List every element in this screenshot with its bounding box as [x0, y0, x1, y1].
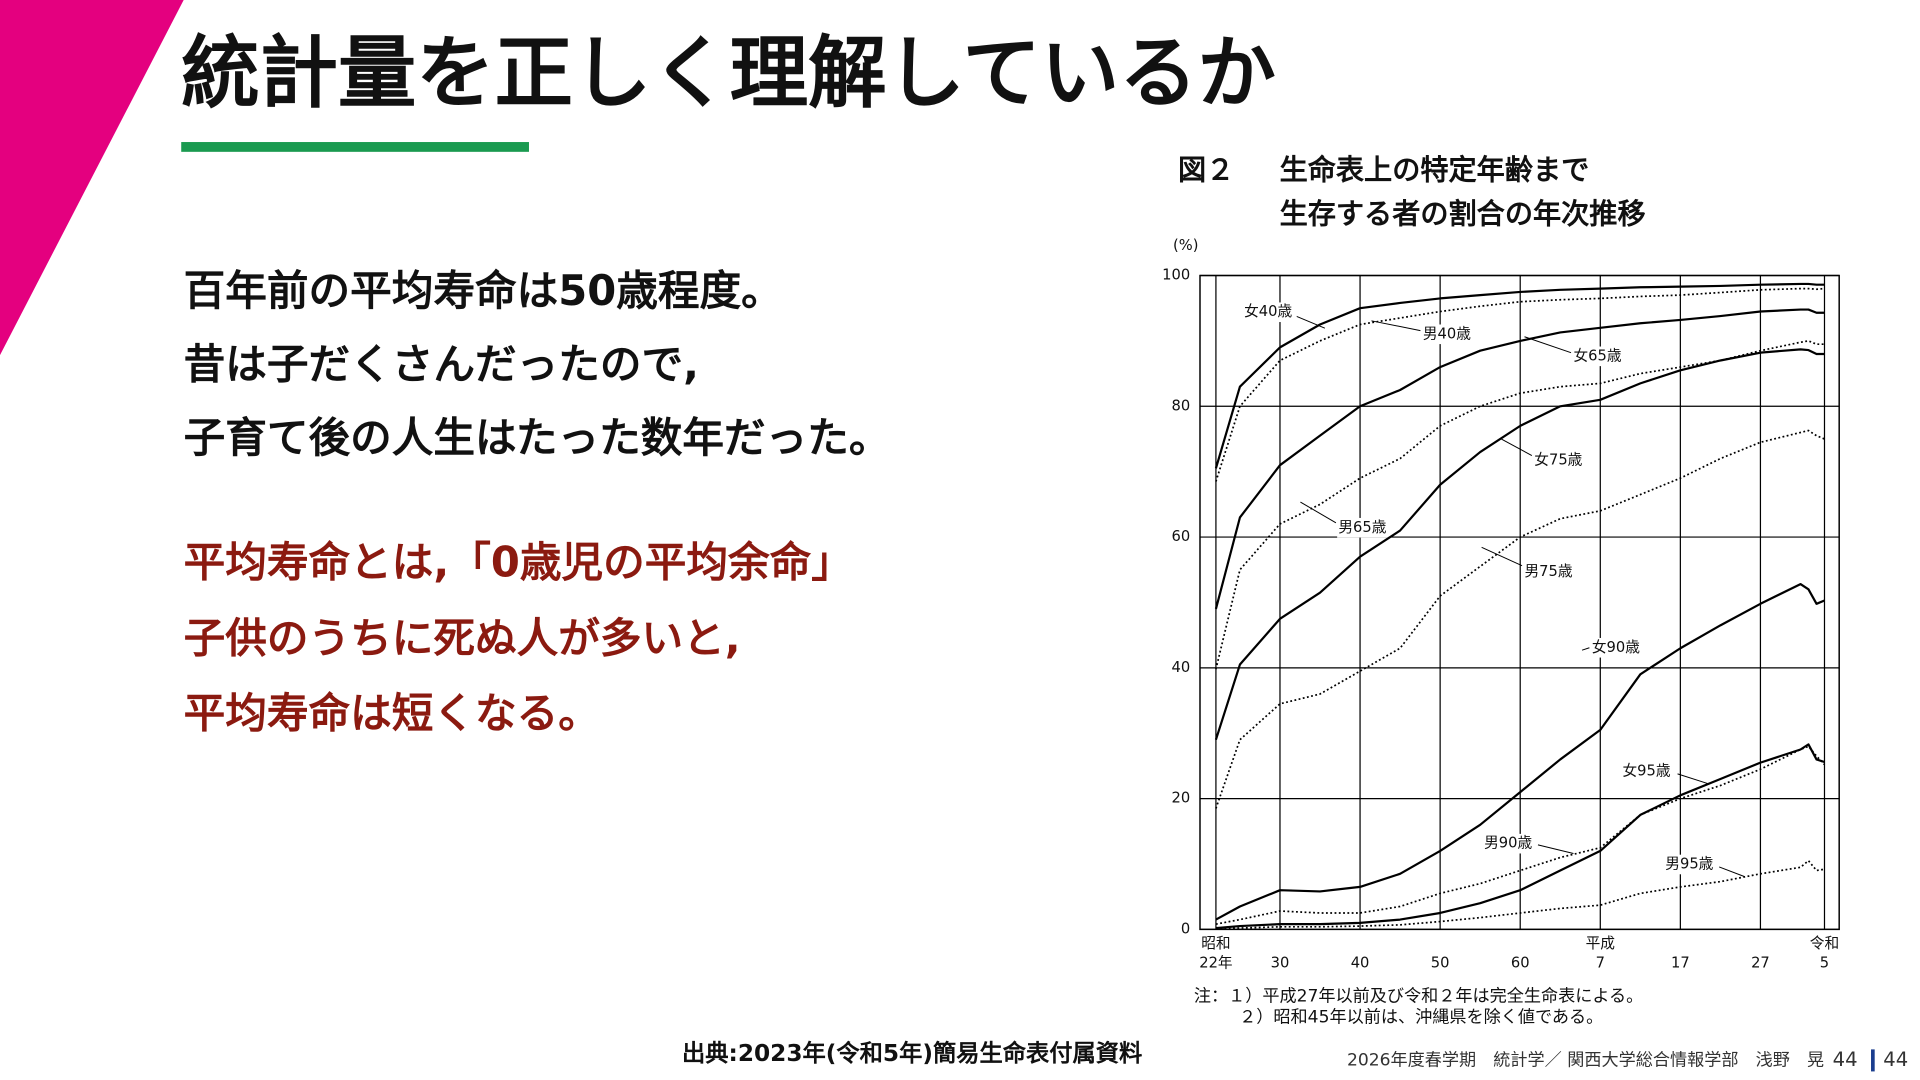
series-line — [1215, 287, 1825, 482]
emphasis-line: 平均寿命は短くなる。 — [184, 688, 600, 737]
series-line — [1214, 348, 1825, 741]
note: 注：１）平成27年以前及び令和２年は完全生命表による。 — [1194, 987, 1643, 1007]
plot: 0 20 40 60 80 100 昭和 22年 30 40 50 60 平成 7 17 27 令和 5 女40歳男… — [1162, 267, 1840, 972]
emphasis-line: 子供のうちに死ぬ人が多いと, — [184, 614, 741, 663]
title-underline — [181, 142, 529, 152]
series-line — [1215, 743, 1825, 930]
label-bg — [1621, 761, 1676, 782]
source: 出典:2023年(令和5年)簡易生命表付属資料 — [682, 1040, 1142, 1067]
y-tick-label: 60 — [1172, 528, 1191, 545]
x-tick-label: 昭和 22年 — [1199, 935, 1233, 972]
label-leader — [1295, 315, 1326, 329]
series-line — [1215, 859, 1825, 930]
series-label: 女65歳 — [1573, 346, 1621, 364]
x-tick-label: 27 — [1751, 955, 1770, 972]
y-tick-label: 0 — [1181, 920, 1190, 937]
series-label: 女40歳 — [1244, 302, 1292, 320]
series-label: 男95歳 — [1665, 855, 1713, 872]
x-tick-label: 令和 5 — [1810, 935, 1839, 972]
figure-label: 図２ — [1178, 153, 1234, 186]
label-leader — [1481, 546, 1523, 567]
series-label: 男65歳 — [1338, 519, 1386, 536]
label-leader — [1537, 844, 1574, 854]
label-leader — [1499, 437, 1533, 456]
series-label: 男90歳 — [1484, 835, 1532, 852]
series-line — [1215, 582, 1825, 921]
x-tick-label: 17 — [1671, 955, 1690, 972]
series-label: 女95歳 — [1622, 761, 1670, 779]
body-line: 百年前の平均寿命は50歳程度。 — [184, 266, 783, 315]
y-axis-label: (%) — [1173, 237, 1198, 254]
y-tick-label: 40 — [1172, 659, 1191, 676]
x-tick-label: 60 — [1511, 955, 1530, 972]
body-line: 昔は子だくさんだったので, — [184, 339, 699, 388]
series-line — [1214, 308, 1825, 610]
page-separator — [1871, 1049, 1875, 1072]
body-line: 子育て後の人生はたった数年だった。 — [184, 413, 891, 462]
series-label: 女75歳 — [1534, 450, 1582, 468]
page-number: 44 — [1833, 1048, 1858, 1071]
label-bg — [1533, 450, 1587, 471]
accent-triangle — [0, 0, 184, 356]
series-label: 男40歳 — [1423, 325, 1471, 342]
label-leader — [1677, 773, 1709, 785]
label-bg — [1523, 562, 1578, 582]
y-tick-label: 20 — [1172, 790, 1191, 807]
series-line — [1214, 282, 1825, 469]
label-bg — [1337, 517, 1392, 538]
series-label: 男75歳 — [1524, 563, 1572, 580]
label-leader — [1524, 336, 1572, 354]
x-tick-label: 平成 7 — [1586, 935, 1616, 972]
x-tick-label: 40 — [1351, 955, 1370, 972]
y-tick-label: 80 — [1172, 397, 1191, 414]
emphasis-line: 平均寿命とは,「0歳児の平均余命」 — [184, 538, 853, 587]
label-leader — [1719, 866, 1746, 878]
label-leader — [1581, 647, 1590, 651]
label-leader — [1371, 320, 1421, 332]
page-total: 44 — [1883, 1048, 1908, 1071]
y-tick-label: 100 — [1162, 267, 1190, 284]
x-tick-label: 30 — [1271, 955, 1290, 972]
chart-title: 生存する者の割合の年次推移 — [1280, 198, 1646, 231]
label-leader — [1300, 501, 1337, 524]
label-bg — [1590, 637, 1645, 658]
chart-title: 生命表上の特定年齢まで — [1280, 153, 1590, 186]
label-bg — [1242, 302, 1297, 323]
label-bg — [1664, 854, 1718, 875]
series-label: 女90歳 — [1592, 638, 1640, 656]
note: ２）昭和45年以前は、沖縄県を除く値である。 — [1239, 1008, 1603, 1028]
label-bg — [1482, 833, 1537, 854]
footer: 2026年度春学期 統計学／ 関西大学総合情報学部 浅野 晃 — [1347, 1050, 1824, 1070]
label-bg — [1421, 324, 1476, 345]
x-tick-label: 50 — [1431, 955, 1450, 972]
series-line — [1215, 429, 1825, 809]
slide-title: 統計量を正しく理解しているか — [181, 28, 1276, 119]
label-bg — [1572, 346, 1627, 367]
